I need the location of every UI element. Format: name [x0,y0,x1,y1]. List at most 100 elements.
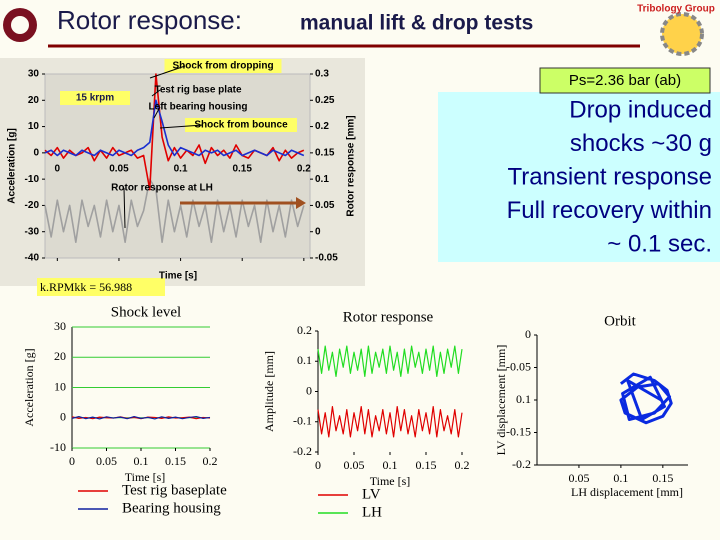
x-axis-label: LH displacement [mm] [571,485,683,499]
pressure-label: Ps=2.36 bar (ab) [569,72,681,89]
y-axis-label: Acceleration [g] [22,348,36,426]
x-tick-label: 0.1 [134,454,149,468]
annotation: Left bearing housing [149,102,248,113]
x-tick-label: 0.15 [652,471,673,485]
annotation: 15 krpm [76,93,114,104]
y2-tick-label: 0.1 [315,174,329,185]
chart-title: Orbit [604,313,636,329]
y-tick-label: 0.1 [516,392,531,406]
x-tick-label: 0.05 [568,471,589,485]
x-tick-label: 0.05 [344,458,365,472]
y-tick-label: 30 [54,319,66,333]
note-line: Drop induced [569,96,712,123]
y-tick-label: 10 [54,379,66,393]
annotation-arrow [149,65,186,79]
series-line [71,415,211,420]
x-axis-label: Time [s] [370,474,411,488]
y-tick-label: 0 [33,147,39,158]
x-tick-label: 0.1 [174,163,188,174]
y-tick-label: 0 [60,410,66,424]
x-tick-label: 0.1 [613,471,628,485]
x-tick-label: 0.05 [96,454,117,468]
x-tick-label: 0.2 [203,454,218,468]
slide-subtitle: manual lift & drop tests [300,12,533,35]
y-tick-label: -10 [25,174,40,185]
annotation-box [60,91,130,105]
y2-tick-label: -0.05 [315,253,338,264]
chart: 0 -0.05 0.1 -0.15 -0.2 0.05 0.1 0.15 Orbit LH dis… [494,313,688,499]
transition-arrowhead [296,197,306,209]
logo-text: Tribology Group [637,4,715,15]
pressure-box [539,67,711,94]
x-tick-label: 0.15 [165,454,186,468]
y-tick-label: -0.2 [512,457,531,471]
y-axis-label: Amplitude [mm] [262,351,276,432]
x-axis-label: Time [s] [159,271,197,282]
annotation-arrow [153,106,161,119]
annotation-box [164,59,282,73]
y-tick-label: 20 [28,95,40,106]
rpm-label: k.RPMkk = 56.988 [40,280,132,294]
note-line: shocks ~30 g [570,130,712,157]
note-line: ~ 0.1 sec. [607,230,712,257]
series-line [317,406,463,438]
y-tick-label: -0.15 [506,424,531,438]
y2-tick-label: 0.25 [315,95,335,106]
y-tick-label: -0.2 [293,444,312,458]
series-line [44,178,305,244]
x-tick-label: 0.1 [383,458,398,472]
y-tick-label: 30 [28,69,40,80]
chart-title: Rotor response [343,309,434,325]
x-tick-label: 0 [315,458,321,472]
annotation: Shock from bounce [194,120,288,131]
y2-tick-label: 0 [315,226,321,237]
legend-label: LH [362,504,382,520]
annotation: Shock from dropping [172,61,273,72]
chart: 0.20.10-0.1-0.20 0.05 0.1 0.15 0.2LVLHRotor … [262,309,470,520]
x-tick-label: 0.15 [416,458,437,472]
annotation: Rotor response at LH [111,183,213,194]
x-tick-label: 0 [55,163,61,174]
x-tick-label: 0.05 [109,163,129,174]
y2-axis-label: Rotor response [mm] [346,115,357,216]
x-axis-label: Time [s] [125,470,166,484]
y-tick-label: -0.1 [293,414,312,428]
y2-tick-label: 0.05 [315,200,335,211]
note-line: Full recovery within [507,197,712,224]
series-line [317,345,463,377]
y-tick-label: 10 [28,121,40,132]
y-tick-label: -0.05 [506,359,531,373]
annotation-arrow [151,89,161,97]
legend-label: Test rig baseplate [122,482,227,498]
y2-tick-label: 0.3 [315,69,329,80]
y-tick-label: 0 [525,327,531,341]
y2-tick-label: 0.2 [315,121,329,132]
rpm-box [37,278,165,296]
x-tick-label: 0.15 [232,163,252,174]
x-tick-label: 0.2 [297,163,311,174]
legend-label: LV [362,486,381,502]
x-tick-label: 0.2 [455,458,470,472]
annotation-arrow [123,187,126,229]
chart-title: Shock level [111,304,181,320]
y-tick-label: 20 [54,349,66,363]
y-tick-label: -10 [50,440,66,454]
y-tick-label: 0 [306,383,312,397]
annotation-box [185,118,297,132]
y-axis-label: Acceleration [g] [7,128,18,204]
note-line: Transient response [507,163,712,190]
x-tick-label: 0 [69,454,75,468]
logo-right [660,12,704,56]
y-tick-label: -20 [25,200,40,211]
y-axis-label: LV displacement [mm] [494,345,508,456]
logo-left-inner [11,16,29,34]
legend-label: Bearing housing [122,500,221,516]
series-line [44,99,305,157]
series-line [619,372,673,425]
chart: 30 20 10 0 -10 -20 -30 -40 0.3 0.25 0.2 0.15 0.1 0.05… [7,59,357,282]
y-tick-label: -30 [25,226,40,237]
annotation-arrow [159,124,204,129]
y2-tick-label: 0.15 [315,147,335,158]
